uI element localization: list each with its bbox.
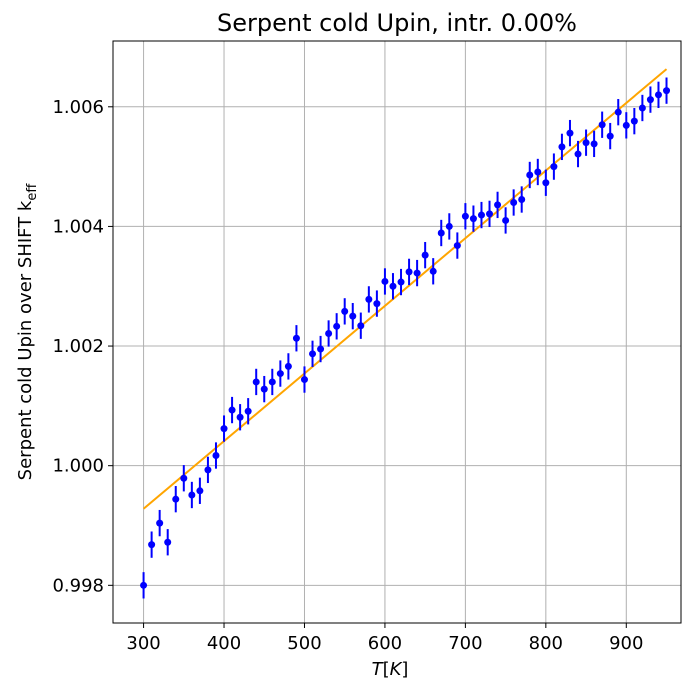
data-point <box>574 150 582 158</box>
data-point <box>381 277 389 285</box>
fit-line-group <box>142 68 668 510</box>
data-point <box>469 215 477 223</box>
data-point <box>140 581 148 589</box>
chart-title: Serpent cold Upin, intr. 0.00% <box>217 9 577 37</box>
x-tick-label: 900 <box>609 633 643 654</box>
data-point <box>598 121 606 129</box>
data-point <box>622 121 630 129</box>
x-tick-label: 800 <box>529 633 563 654</box>
data-point <box>389 282 397 290</box>
y-tick-label: 1.004 <box>52 216 104 237</box>
data-point <box>461 212 469 220</box>
y-axis-ticks: 0.998 1.000 1.002 1.004 1.006 <box>52 97 113 596</box>
data-point <box>526 171 534 179</box>
data-point <box>630 117 638 125</box>
data-point <box>534 168 542 176</box>
data-point <box>309 350 317 358</box>
x-axis-ticks: 300 400 500 600 700 800 900 <box>126 623 643 654</box>
data-point <box>518 196 526 204</box>
data-point <box>397 278 405 286</box>
data-point <box>510 199 518 207</box>
y-tick-label: 1.002 <box>52 336 104 357</box>
data-point <box>558 143 566 151</box>
data-point <box>373 300 381 308</box>
data-point <box>333 322 341 330</box>
data-point <box>236 413 244 421</box>
fit-line <box>142 68 668 510</box>
plot-frame <box>112 40 682 624</box>
data-point <box>292 334 300 342</box>
data-point <box>300 376 308 384</box>
data-point <box>148 541 156 549</box>
x-axis-title: T[K] <box>372 659 409 680</box>
data-point <box>614 108 622 116</box>
x-tick-label: 500 <box>287 633 321 654</box>
data-point <box>429 267 437 275</box>
data-point <box>180 474 188 482</box>
data-point <box>590 140 598 148</box>
data-point <box>276 370 284 378</box>
data-point <box>349 312 357 320</box>
data-point <box>325 329 333 337</box>
data-point <box>477 211 485 219</box>
y-axis-title: Serpent cold Upin over SHIFT keff <box>15 183 40 481</box>
data-point <box>638 104 646 112</box>
data-point <box>204 466 212 474</box>
data-points-group <box>140 77 671 599</box>
x-tick-label: 700 <box>448 633 482 654</box>
data-point <box>453 242 461 250</box>
data-point <box>284 362 292 370</box>
data-point <box>244 407 252 415</box>
data-point <box>341 307 349 315</box>
data-point <box>550 163 558 171</box>
data-point <box>228 406 236 414</box>
data-point <box>357 322 365 330</box>
data-point <box>252 378 260 386</box>
data-point <box>268 378 276 386</box>
y-tick-label: 1.006 <box>52 97 104 118</box>
data-point <box>445 222 453 230</box>
data-point <box>365 295 373 303</box>
data-point <box>646 96 654 104</box>
data-point <box>413 269 421 277</box>
data-point <box>421 251 429 259</box>
data-point <box>606 132 614 140</box>
data-point <box>486 210 494 218</box>
data-point <box>196 487 204 495</box>
y-tick-label: 0.998 <box>52 575 104 596</box>
data-point <box>188 491 196 499</box>
data-point <box>405 268 413 276</box>
data-point <box>220 425 228 433</box>
data-point <box>437 229 445 237</box>
data-point <box>502 216 510 224</box>
x-tick-label: 600 <box>368 633 402 654</box>
data-point <box>654 91 662 99</box>
data-point <box>663 87 671 95</box>
data-point <box>212 452 220 460</box>
data-point <box>582 139 590 147</box>
data-point <box>172 495 180 503</box>
data-point <box>566 129 574 137</box>
data-point <box>164 538 172 546</box>
data-point <box>542 179 550 187</box>
x-tick-label: 300 <box>126 633 160 654</box>
x-tick-label: 400 <box>207 633 241 654</box>
data-point <box>317 345 325 353</box>
y-tick-label: 1.000 <box>52 456 104 477</box>
data-point <box>260 385 268 393</box>
data-point <box>156 519 164 527</box>
data-point <box>494 201 502 209</box>
